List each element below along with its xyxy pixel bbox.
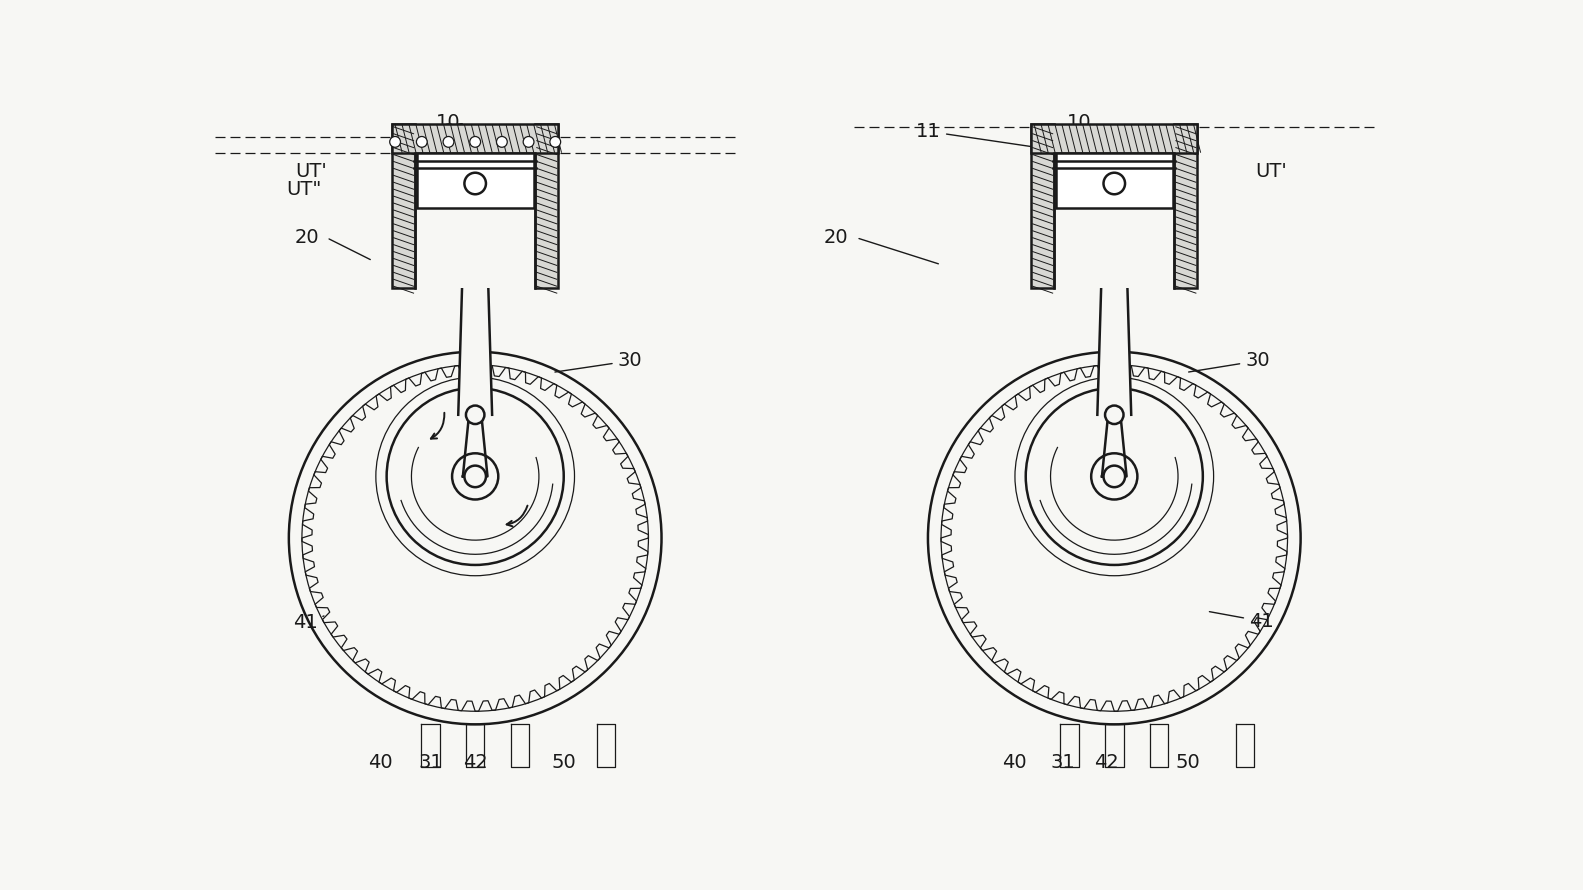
Bar bbox=[1056, 153, 1173, 208]
Text: UT": UT" bbox=[287, 181, 321, 199]
Text: 10: 10 bbox=[435, 113, 461, 132]
Circle shape bbox=[1105, 406, 1124, 424]
Text: UT': UT' bbox=[1255, 162, 1287, 181]
Text: 41: 41 bbox=[1209, 611, 1274, 631]
Bar bbox=[416, 153, 533, 208]
Bar bbox=[1175, 124, 1197, 287]
Text: 40: 40 bbox=[369, 753, 393, 773]
Text: 50: 50 bbox=[1175, 753, 1200, 773]
Bar bbox=[393, 124, 415, 287]
Circle shape bbox=[549, 136, 560, 147]
Circle shape bbox=[389, 136, 400, 147]
Bar bbox=[535, 124, 559, 287]
Polygon shape bbox=[1097, 183, 1132, 415]
Circle shape bbox=[497, 136, 507, 147]
Bar bbox=[1054, 153, 1175, 287]
Circle shape bbox=[443, 136, 454, 147]
Circle shape bbox=[1103, 173, 1126, 194]
Circle shape bbox=[375, 376, 575, 577]
Text: 30: 30 bbox=[556, 352, 643, 372]
Text: 10: 10 bbox=[1067, 113, 1092, 132]
Text: 20: 20 bbox=[294, 228, 318, 247]
Bar bbox=[415, 153, 535, 287]
Circle shape bbox=[453, 453, 499, 499]
Circle shape bbox=[1103, 465, 1126, 487]
Text: 42: 42 bbox=[1094, 753, 1119, 773]
Text: 20: 20 bbox=[825, 228, 848, 247]
Text: 31: 31 bbox=[1050, 753, 1075, 773]
Circle shape bbox=[522, 136, 533, 147]
Polygon shape bbox=[1102, 415, 1127, 476]
Circle shape bbox=[1091, 453, 1137, 499]
Circle shape bbox=[290, 353, 660, 723]
Text: 30: 30 bbox=[1189, 352, 1270, 372]
Circle shape bbox=[929, 353, 1300, 723]
Bar bbox=[1031, 124, 1054, 287]
Circle shape bbox=[464, 465, 486, 487]
Circle shape bbox=[465, 406, 484, 424]
Circle shape bbox=[416, 136, 427, 147]
Text: 31: 31 bbox=[419, 753, 443, 773]
Text: 50: 50 bbox=[551, 753, 576, 773]
Bar bbox=[1031, 124, 1197, 153]
Text: 11: 11 bbox=[443, 122, 469, 147]
Text: 41: 41 bbox=[293, 613, 325, 632]
Polygon shape bbox=[462, 415, 488, 476]
Text: 11: 11 bbox=[917, 122, 1046, 149]
Polygon shape bbox=[457, 183, 492, 415]
Circle shape bbox=[470, 136, 481, 147]
Text: 40: 40 bbox=[1002, 753, 1026, 773]
Bar bbox=[393, 124, 559, 153]
Text: 42: 42 bbox=[462, 753, 488, 773]
Text: UT': UT' bbox=[294, 162, 326, 181]
Circle shape bbox=[464, 173, 486, 194]
Circle shape bbox=[1015, 376, 1214, 577]
